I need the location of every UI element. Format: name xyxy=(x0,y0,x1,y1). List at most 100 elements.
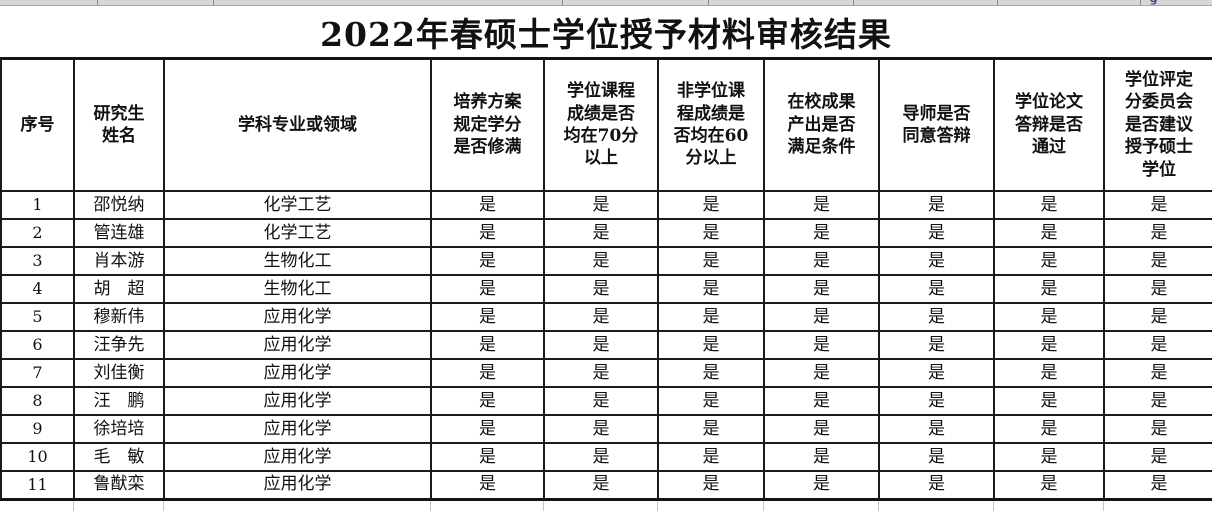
cell-check-achievement-output[interactable]: 是 xyxy=(763,218,880,248)
cell-check-nondegree-course-60[interactable]: 是 xyxy=(657,358,765,388)
column-header-achievement-output[interactable]: 在校成果 产出是否 满足条件 xyxy=(763,60,880,192)
cell-no[interactable]: 7 xyxy=(0,358,75,388)
cell-student-name[interactable]: 鲁猷栾 xyxy=(73,470,165,501)
column-header-no[interactable]: 序号 xyxy=(0,60,75,192)
cell-check-advisor-approval[interactable]: 是 xyxy=(878,386,995,416)
cell-no[interactable]: 8 xyxy=(0,386,75,416)
cell-check-credits-completed[interactable]: 是 xyxy=(430,190,545,220)
cell-major[interactable]: 应用化学 xyxy=(163,442,432,472)
cell-check-advisor-approval[interactable]: 是 xyxy=(878,274,995,304)
cell-check-credits-completed[interactable]: 是 xyxy=(430,414,545,444)
cell-major[interactable]: 化学工艺 xyxy=(163,190,432,220)
cell-check-advisor-approval[interactable]: 是 xyxy=(878,218,995,248)
cell-major[interactable]: 应用化学 xyxy=(163,386,432,416)
cell-student-name[interactable]: 邵悦纳 xyxy=(73,190,165,220)
cell-no[interactable]: 6 xyxy=(0,330,75,360)
cell-check-credits-completed[interactable]: 是 xyxy=(430,246,545,276)
cell-check-achievement-output[interactable]: 是 xyxy=(763,302,880,332)
cell-no[interactable]: 10 xyxy=(0,442,75,472)
cell-check-advisor-approval[interactable]: 是 xyxy=(878,414,995,444)
cell-no[interactable]: 11 xyxy=(0,470,75,501)
cell-no[interactable]: 2 xyxy=(0,218,75,248)
cell-check-achievement-output[interactable]: 是 xyxy=(763,386,880,416)
cell-no[interactable]: 1 xyxy=(0,190,75,220)
cell-student-name[interactable]: 肖本游 xyxy=(73,246,165,276)
cell-check-advisor-approval[interactable]: 是 xyxy=(878,358,995,388)
cell-check-achievement-output[interactable]: 是 xyxy=(763,414,880,444)
cell-student-name[interactable]: 刘佳衡 xyxy=(73,358,165,388)
cell-student-name[interactable]: 毛 敏 xyxy=(73,442,165,472)
cell-check-nondegree-course-60[interactable]: 是 xyxy=(657,218,765,248)
cell-check-nondegree-course-60[interactable]: 是 xyxy=(657,302,765,332)
cell-no[interactable]: 9 xyxy=(0,414,75,444)
cell-check-thesis-defense[interactable]: 是 xyxy=(993,302,1105,332)
cell-check-committee-recommend[interactable]: 是 xyxy=(1103,330,1212,360)
cell-major[interactable]: 应用化学 xyxy=(163,330,432,360)
cell-check-achievement-output[interactable]: 是 xyxy=(763,246,880,276)
cell-check-thesis-defense[interactable]: 是 xyxy=(993,442,1105,472)
cell-major[interactable]: 应用化学 xyxy=(163,470,432,501)
cell-check-advisor-approval[interactable]: 是 xyxy=(878,330,995,360)
column-header-major[interactable]: 学科专业或领域 xyxy=(163,60,432,192)
column-header-student-name[interactable]: 研究生 姓名 xyxy=(73,60,165,192)
cell-check-achievement-output[interactable]: 是 xyxy=(763,274,880,304)
cell-check-credits-completed[interactable]: 是 xyxy=(430,442,545,472)
cell-check-credits-completed[interactable]: 是 xyxy=(430,302,545,332)
cell-check-nondegree-course-60[interactable]: 是 xyxy=(657,190,765,220)
cell-student-name[interactable]: 汪争先 xyxy=(73,330,165,360)
cell-check-nondegree-course-60[interactable]: 是 xyxy=(657,386,765,416)
cell-check-degree-course-70[interactable]: 是 xyxy=(543,190,659,220)
cell-major[interactable]: 应用化学 xyxy=(163,414,432,444)
cell-check-credits-completed[interactable]: 是 xyxy=(430,386,545,416)
column-header-thesis-defense[interactable]: 学位论文 答辩是否 通过 xyxy=(993,60,1105,192)
cell-check-thesis-defense[interactable]: 是 xyxy=(993,470,1105,501)
cell-check-degree-course-70[interactable]: 是 xyxy=(543,330,659,360)
column-header-committee-recommend[interactable]: 学位评定 分委员会 是否建议 授予硕士 学位 xyxy=(1103,60,1212,192)
cell-check-advisor-approval[interactable]: 是 xyxy=(878,246,995,276)
cell-student-name[interactable]: 穆新伟 xyxy=(73,302,165,332)
cell-check-thesis-defense[interactable]: 是 xyxy=(993,190,1105,220)
cell-check-degree-course-70[interactable]: 是 xyxy=(543,274,659,304)
cell-check-thesis-defense[interactable]: 是 xyxy=(993,330,1105,360)
cell-check-advisor-approval[interactable]: 是 xyxy=(878,190,995,220)
cell-check-credits-completed[interactable]: 是 xyxy=(430,470,545,501)
cell-check-achievement-output[interactable]: 是 xyxy=(763,442,880,472)
cell-check-degree-course-70[interactable]: 是 xyxy=(543,246,659,276)
cell-no[interactable]: 5 xyxy=(0,302,75,332)
cell-check-degree-course-70[interactable]: 是 xyxy=(543,414,659,444)
cell-major[interactable]: 应用化学 xyxy=(163,358,432,388)
cell-check-degree-course-70[interactable]: 是 xyxy=(543,442,659,472)
cell-check-committee-recommend[interactable]: 是 xyxy=(1103,358,1212,388)
cell-major[interactable]: 生物化工 xyxy=(163,246,432,276)
cell-student-name[interactable]: 徐培培 xyxy=(73,414,165,444)
cell-student-name[interactable]: 胡 超 xyxy=(73,274,165,304)
column-header-nondegree-course-60[interactable]: 非学位课 程成绩是 否均在60 分以上 xyxy=(657,60,765,192)
cell-check-credits-completed[interactable]: 是 xyxy=(430,218,545,248)
cell-check-nondegree-course-60[interactable]: 是 xyxy=(657,246,765,276)
column-header-degree-course-70[interactable]: 学位课程 成绩是否 均在70分 以上 xyxy=(543,60,659,192)
cell-check-nondegree-course-60[interactable]: 是 xyxy=(657,330,765,360)
cell-check-committee-recommend[interactable]: 是 xyxy=(1103,218,1212,248)
cell-student-name[interactable]: 管连雄 xyxy=(73,218,165,248)
cell-check-thesis-defense[interactable]: 是 xyxy=(993,414,1105,444)
cell-major[interactable]: 应用化学 xyxy=(163,302,432,332)
cell-check-nondegree-course-60[interactable]: 是 xyxy=(657,470,765,501)
cell-check-credits-completed[interactable]: 是 xyxy=(430,358,545,388)
cell-check-committee-recommend[interactable]: 是 xyxy=(1103,274,1212,304)
cell-check-thesis-defense[interactable]: 是 xyxy=(993,358,1105,388)
cell-check-achievement-output[interactable]: 是 xyxy=(763,358,880,388)
cell-check-advisor-approval[interactable]: 是 xyxy=(878,442,995,472)
cell-check-thesis-defense[interactable]: 是 xyxy=(993,386,1105,416)
cell-no[interactable]: 4 xyxy=(0,274,75,304)
cell-major[interactable]: 生物化工 xyxy=(163,274,432,304)
cell-check-thesis-defense[interactable]: 是 xyxy=(993,218,1105,248)
cell-check-committee-recommend[interactable]: 是 xyxy=(1103,470,1212,501)
cell-check-thesis-defense[interactable]: 是 xyxy=(993,246,1105,276)
cell-check-advisor-approval[interactable]: 是 xyxy=(878,302,995,332)
cell-check-degree-course-70[interactable]: 是 xyxy=(543,358,659,388)
cell-check-degree-course-70[interactable]: 是 xyxy=(543,302,659,332)
cell-check-committee-recommend[interactable]: 是 xyxy=(1103,442,1212,472)
cell-student-name[interactable]: 汪 鹏 xyxy=(73,386,165,416)
cell-check-achievement-output[interactable]: 是 xyxy=(763,190,880,220)
cell-check-advisor-approval[interactable]: 是 xyxy=(878,470,995,501)
